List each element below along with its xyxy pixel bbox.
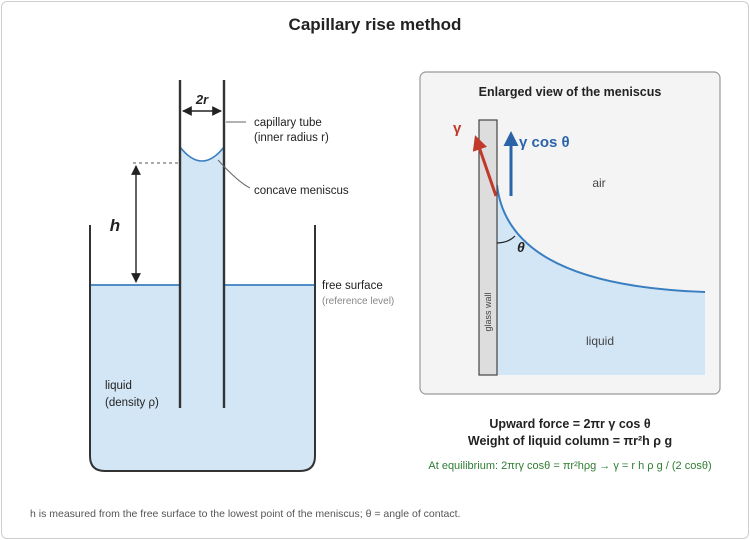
inset-liquid — [497, 185, 705, 375]
liquid-label-line1: liquid — [105, 380, 132, 392]
weight-equation: Weight of liquid column = πr²h ρ g — [468, 434, 672, 448]
inset-title: Enlarged view of the meniscus — [479, 85, 662, 99]
gamma-cos-label: γ cos θ — [519, 134, 570, 151]
equilibrium-equation: At equilibrium: 2πrγ cosθ = πr²hρg → γ =… — [428, 460, 711, 472]
beaker-group: 2r h capillary tube (inner radius r) con… — [89, 80, 394, 472]
tube-label-line1: capillary tube — [254, 117, 322, 129]
beaker-liquid — [90, 285, 315, 471]
air-label: air — [592, 176, 605, 190]
liquid-label-line2: (density ρ) — [105, 397, 159, 409]
free-surface-label: free surface — [322, 280, 383, 292]
meniscus-label: concave meniscus — [254, 185, 349, 197]
footnote: h is measured from the free surface to t… — [30, 508, 460, 520]
inset-liquid-label: liquid — [586, 334, 614, 348]
glass-wall-label: glass wall — [483, 292, 493, 331]
inset-meniscus-curve — [496, 184, 706, 293]
beaker-outline — [89, 225, 316, 472]
upward-force-equation: Upward force = 2πr γ cos θ — [489, 417, 650, 431]
tube-liquid-column — [180, 147, 224, 285]
theta-label: θ — [517, 239, 525, 255]
tube-label-line2: (inner radius r) — [254, 132, 329, 144]
radius-label: 2r — [195, 92, 209, 107]
reference-level-label: (reference level) — [322, 296, 394, 307]
gamma-label: γ — [453, 120, 462, 137]
meniscus-leader-line — [217, 159, 251, 189]
diagram-title: Capillary rise method — [289, 15, 462, 34]
gamma-force-arrow — [472, 135, 498, 197]
contact-angle-arc — [496, 235, 516, 244]
h-label: h — [110, 216, 120, 235]
meniscus-inset: Enlarged view of the meniscus glass wall… — [419, 71, 721, 395]
meniscus-curve — [179, 146, 225, 162]
